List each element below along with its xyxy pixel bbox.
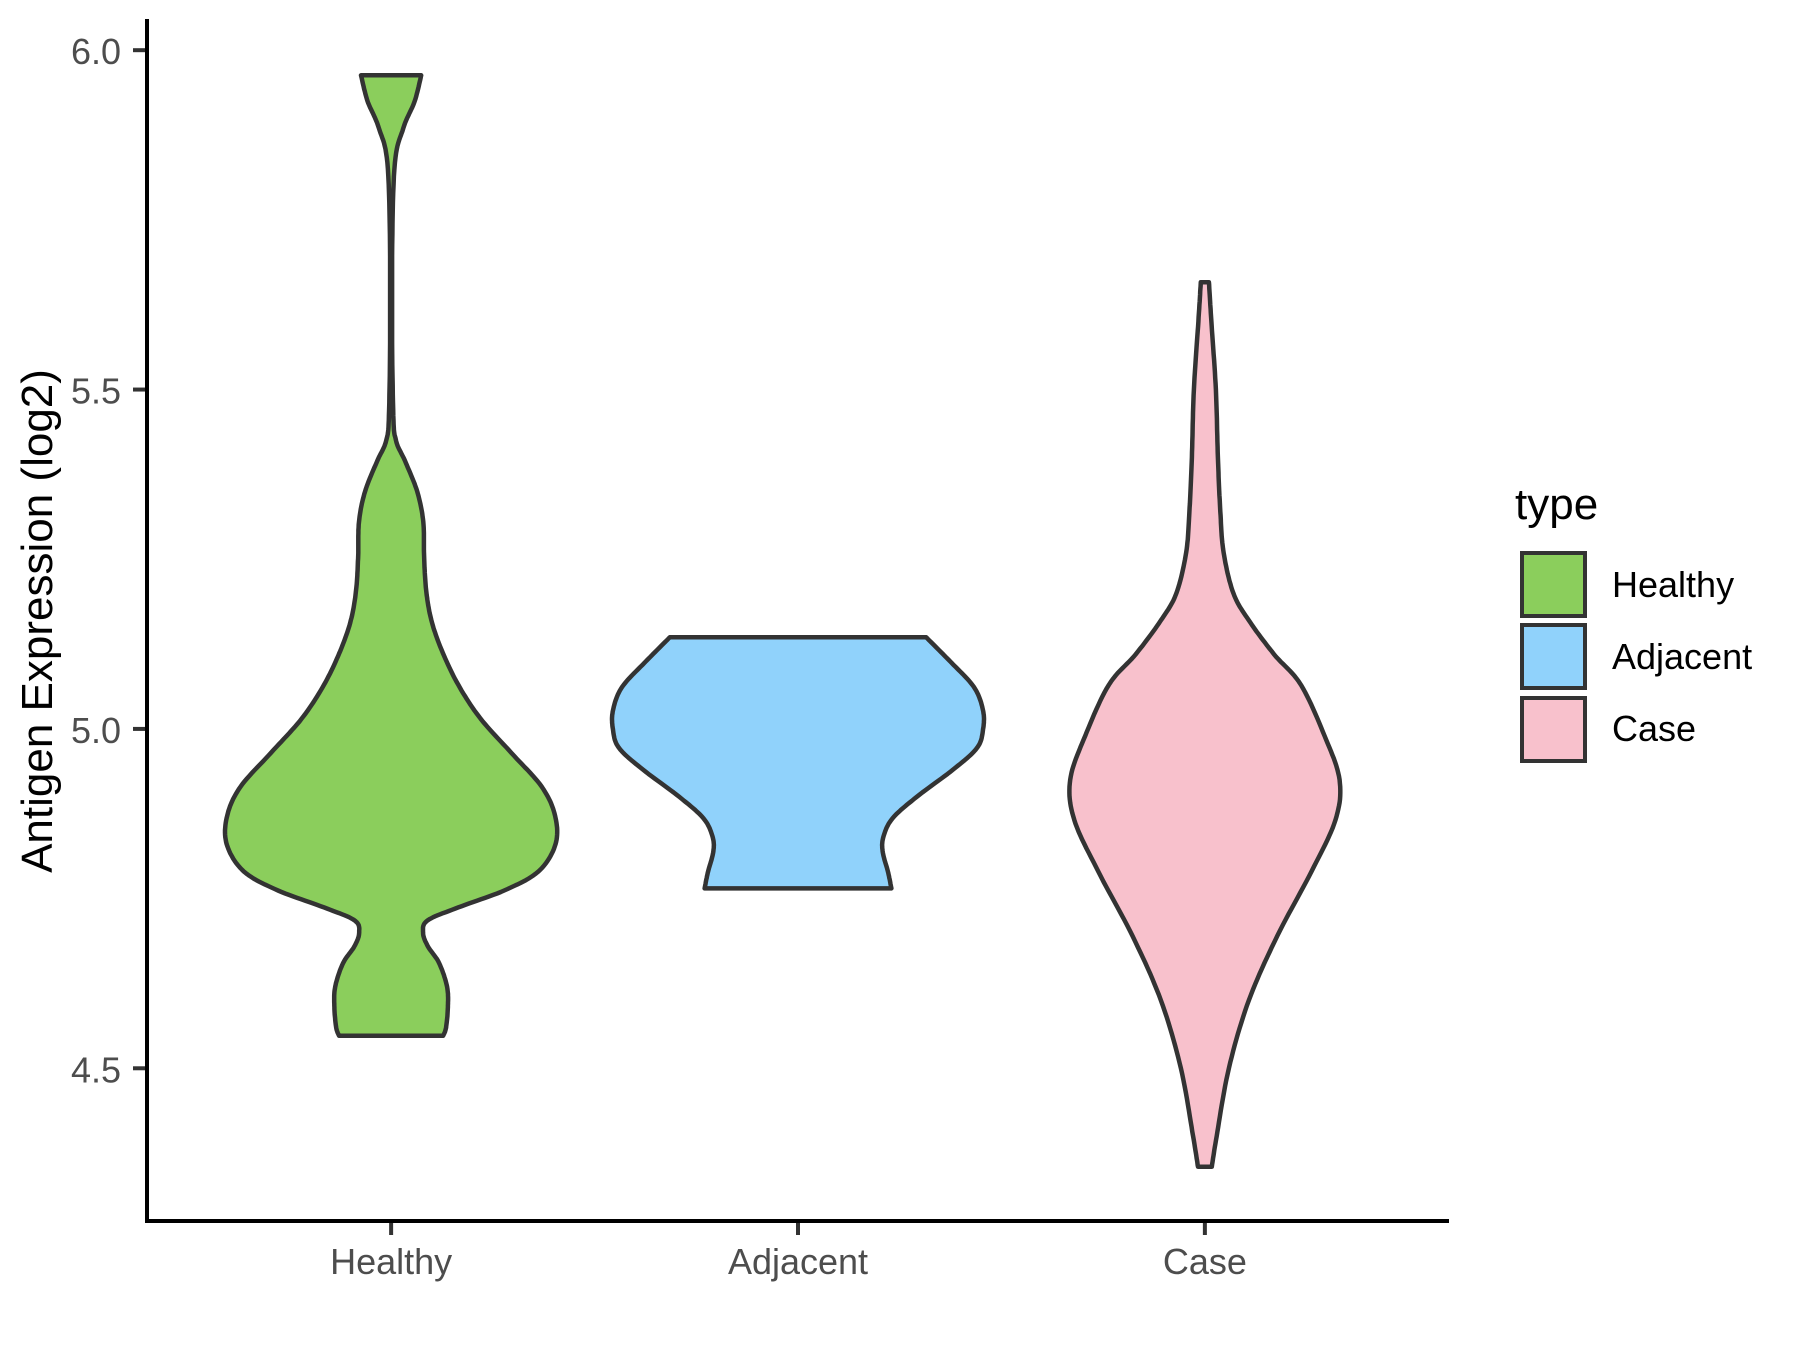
violin-case (1067, 280, 1343, 1169)
violin-healthy (222, 73, 560, 1038)
x-category-label: Case (1163, 1241, 1247, 1282)
legend-key-case (1520, 696, 1587, 763)
y-tick-label: 5.5 (71, 371, 121, 412)
y-tick-label: 5.0 (71, 710, 121, 751)
y-tick-label: 4.5 (71, 1049, 121, 1090)
x-category-label: Healthy (330, 1241, 452, 1282)
legend-label-adjacent: Adjacent (1612, 636, 1753, 677)
y-tick-label: 6.0 (71, 31, 121, 72)
legend-label-healthy: Healthy (1612, 564, 1735, 605)
legend-label-case: Case (1612, 708, 1697, 749)
x-category-label: Adjacent (728, 1241, 868, 1282)
legend-key-adjacent (1520, 623, 1587, 690)
legend-key-healthy (1520, 551, 1587, 618)
y-axis-title: Antigen Expression (log2) (13, 369, 62, 873)
legend-title: type (1515, 480, 1599, 529)
violin-adjacent (609, 635, 987, 891)
